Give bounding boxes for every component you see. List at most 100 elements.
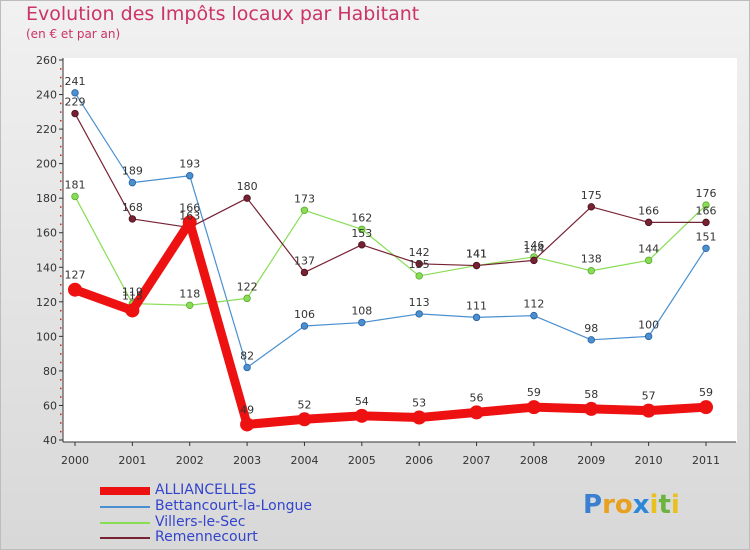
data-label-remennecourt: 175: [581, 189, 602, 202]
point-remennecourt: [300, 268, 309, 277]
logo-letter: P: [583, 490, 603, 520]
data-label-bettancourt-la-longue: 98: [584, 322, 598, 335]
point-villers-le-sec: [300, 206, 309, 214]
y-minor-tick: [60, 413, 62, 416]
x-tick-label: 2005: [348, 454, 376, 467]
point-villers-le-sec: [358, 225, 366, 233]
point-alliancelles: [240, 417, 255, 432]
axes: 40 60 80 100 120 140 160 180 200 220 240 260 2000 200…: [36, 54, 736, 467]
series-alliancelles: [68, 215, 713, 432]
y-tick-label: 80: [43, 365, 57, 378]
legend-label-remennecourt: Remennecourt: [155, 529, 258, 545]
x-tick-label: 2000: [61, 454, 89, 467]
data-label-remennecourt: 141: [466, 248, 487, 261]
y-tick-label: 160: [36, 227, 57, 240]
y-minor-tick: [60, 180, 62, 182]
y-minor-tick: [60, 353, 62, 355]
data-label-alliancelles: 53: [412, 397, 426, 410]
data-label-villers-le-sec: 162: [351, 211, 372, 224]
data-label-alliancelles: 49: [240, 403, 254, 416]
y-minor-tick: [60, 189, 62, 191]
series-layer: [68, 89, 713, 432]
point-bettancourt-la-longue: [186, 172, 194, 180]
y-tick-label: 140: [36, 261, 57, 274]
logo-letter: i: [649, 490, 659, 520]
y-minor-tick: [60, 223, 62, 226]
point-villers-le-sec: [186, 301, 194, 309]
data-label-alliancelles: 59: [527, 386, 541, 399]
y-minor-tick: [60, 292, 62, 295]
y-minor-tick: [60, 111, 62, 113]
x-tick-label: 2004: [290, 454, 318, 467]
y-tick-label: 260: [36, 54, 57, 67]
y-minor-tick: [60, 214, 62, 217]
point-bettancourt-la-longue: [415, 310, 423, 318]
y-minor-tick: [60, 275, 62, 277]
point-remennecourt: [472, 261, 481, 270]
point-bettancourt-la-longue: [128, 178, 137, 187]
y-minor-tick: [60, 361, 62, 364]
data-label-alliancelles: 115: [122, 289, 143, 302]
proxiti-logo: Proxiti: [583, 490, 680, 520]
y-minor-tick: [60, 379, 62, 381]
data-label-remennecourt: 144: [523, 242, 544, 255]
point-remennecourt: [243, 194, 251, 202]
data-label-villers-le-sec: 135: [409, 258, 430, 271]
data-label-alliancelles: 59: [699, 386, 713, 399]
y-tick-label: 240: [36, 89, 57, 102]
data-label-alliancelles: 58: [584, 388, 598, 401]
y-minor-tick: [60, 309, 62, 312]
data-label-bettancourt-la-longue: 151: [696, 230, 717, 243]
y-minor-tick: [60, 171, 62, 174]
point-remennecourt: [71, 109, 79, 118]
point-bettancourt-la-longue: [243, 363, 251, 372]
data-labels: 241 189 193 82 106 108 113 111 112 98 100 151 181 119…: [65, 75, 717, 417]
y-minor-tick: [60, 240, 62, 243]
data-label-bettancourt-la-longue: 82: [240, 349, 254, 362]
y-minor-tick: [60, 145, 62, 148]
data-label-alliancelles: 127: [65, 269, 86, 282]
legend-swatch-remennecourt: [100, 537, 150, 539]
data-label-alliancelles: 56: [470, 391, 484, 404]
point-alliancelles: [297, 412, 312, 427]
data-label-bettancourt-la-longue: 108: [351, 305, 372, 318]
data-label-alliancelles: 57: [642, 390, 656, 403]
logo-letter: t: [658, 490, 671, 520]
point-bettancourt-la-longue: [300, 322, 309, 330]
point-villers-le-sec: [587, 267, 595, 275]
data-label-bettancourt-la-longue: 111: [466, 299, 487, 312]
y-tick-label: 200: [36, 158, 57, 171]
x-tick-label: 2007: [463, 454, 491, 467]
series-line-remennecourt: [74, 112, 707, 274]
x-tick-label: 2003: [233, 454, 261, 467]
point-bettancourt-la-longue: [71, 89, 79, 97]
y-tick-label: 180: [36, 192, 57, 205]
y-minor-tick: [60, 206, 62, 208]
y-minor-tick: [60, 137, 62, 139]
point-remennecourt: [644, 218, 653, 227]
legend-swatch-villers: [100, 522, 150, 524]
point-remennecourt: [587, 203, 595, 211]
point-alliancelles: [182, 215, 197, 230]
data-label-remennecourt: 168: [122, 201, 143, 214]
y-tick-label: 120: [36, 296, 57, 309]
point-villers-le-sec: [644, 256, 653, 265]
chart-subtitle: (en € et par an): [26, 27, 121, 41]
point-alliancelles: [412, 410, 427, 425]
y-minor-tick: [60, 249, 62, 251]
point-villers-le-sec: [243, 294, 251, 303]
data-label-bettancourt-la-longue: 241: [65, 75, 86, 88]
x-tick-label: 2009: [577, 454, 605, 467]
legend-swatch-bettancourt: [100, 506, 150, 508]
point-villers-le-sec: [415, 272, 423, 280]
point-bettancourt-la-longue: [702, 244, 710, 252]
point-alliancelles: [584, 401, 599, 416]
data-label-remennecourt: 180: [237, 180, 258, 193]
y-tick-label: 40: [43, 434, 57, 447]
point-villers-le-sec: [71, 192, 79, 201]
y-tick-label: 220: [36, 123, 57, 136]
series-bettancourt-la-longue: [71, 89, 710, 372]
data-label-bettancourt-la-longue: 193: [179, 158, 200, 171]
data-label-remennecourt: 137: [294, 254, 315, 267]
